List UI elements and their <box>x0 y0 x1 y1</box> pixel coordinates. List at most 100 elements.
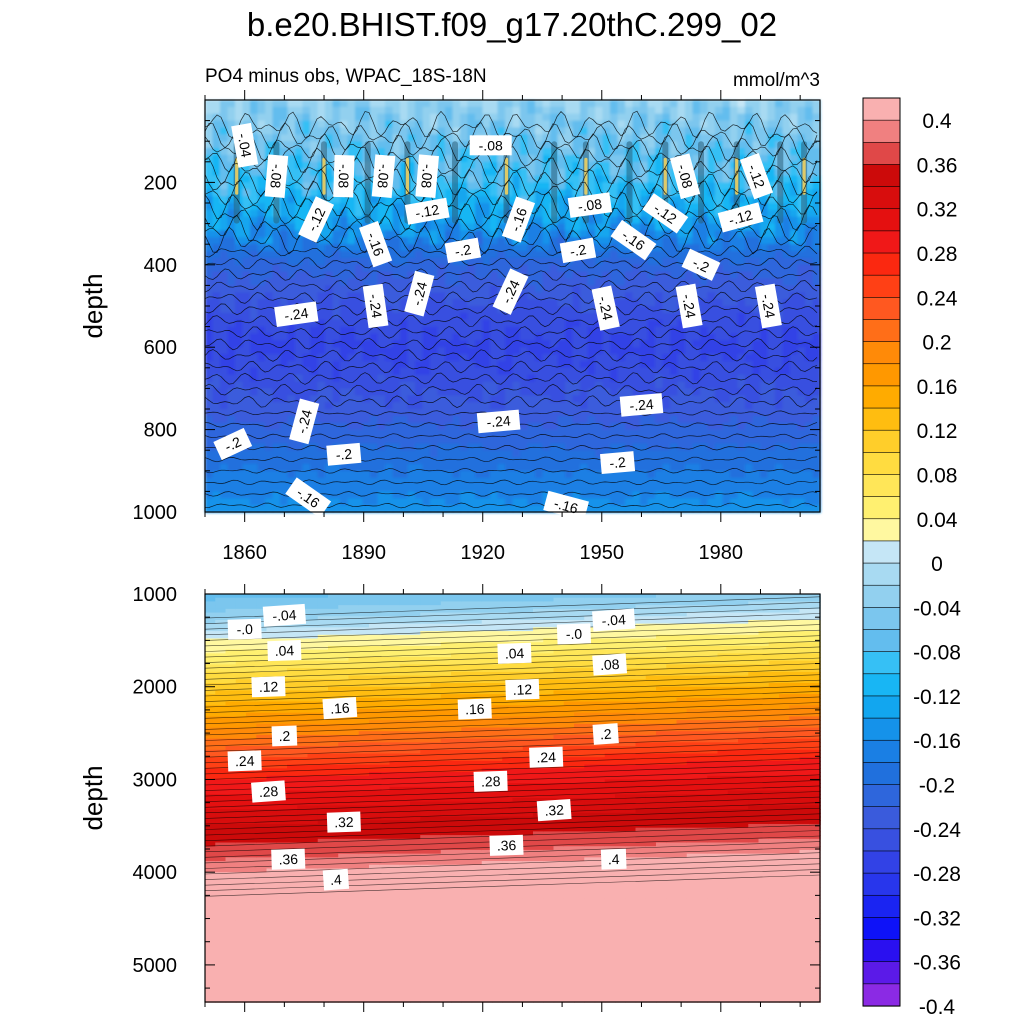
contour-label-text: -.24 <box>366 293 385 319</box>
contour-label: -.24 <box>476 409 521 434</box>
contour-label-text: -.2 <box>222 433 244 454</box>
colorbar-swatch <box>862 917 901 941</box>
contour-label-text: -.08 <box>267 163 285 189</box>
contour-label: -.16 <box>543 490 589 521</box>
contour-label: .36 <box>489 834 524 856</box>
colorbar-swatch <box>862 97 901 121</box>
contour-label-text: -.16 <box>552 495 580 517</box>
subtitle-left: PO4 minus obs, WPAC_18S-18N <box>205 66 487 87</box>
colorbar-label: 0.4 <box>922 110 952 133</box>
colorbar-swatch <box>862 894 901 919</box>
colorbar-label: -0.04 <box>913 597 961 620</box>
contour-label: -.08 <box>469 135 512 156</box>
contour-label: -.08 <box>264 154 289 198</box>
y-tick-label: 400 <box>144 255 177 277</box>
x-tick-label: 1890 <box>341 542 386 564</box>
contour-label: .4 <box>600 848 627 870</box>
contour-label-text: -.16 <box>507 205 530 233</box>
contour-label: -.24 <box>619 393 664 417</box>
contour-label: -.08 <box>333 154 355 198</box>
contour-label-text: .16 <box>330 699 351 716</box>
colorbar-swatch <box>862 872 901 896</box>
y-tick-label: 1000 <box>133 584 178 606</box>
upper-y-axis: 200 400 600 800 1000 <box>133 99 820 524</box>
colorbar-label: 0.32 <box>917 199 958 222</box>
upper-panel: -.04 -.08 -.08 -.08 -.08 -.08 -.08 -.08 -.12 -.12… <box>78 90 821 564</box>
contour-label: .08 <box>592 653 628 676</box>
y-tick-label: 3000 <box>133 769 178 791</box>
colorbar-label: 0.04 <box>917 509 958 532</box>
colorbar-swatch <box>862 496 901 520</box>
colorbar-swatch <box>862 562 901 586</box>
colorbar-swatch <box>862 695 901 719</box>
colorbar-swatch <box>862 961 901 985</box>
colorbar-label: 0.28 <box>917 243 958 266</box>
colorbar-swatch <box>862 739 901 763</box>
colorbar-label: -0.32 <box>913 907 961 930</box>
contour-label: .36 <box>271 848 306 870</box>
contour-label: -.04 <box>592 608 636 632</box>
subtitle-right: mmol/m^3 <box>733 70 820 91</box>
contour-label: -.16 <box>359 221 393 268</box>
y-tick-label: 600 <box>144 337 177 359</box>
contour-label-text: -.24 <box>629 396 655 414</box>
contour-label-text: -.08 <box>335 164 352 189</box>
colorbar-swatch <box>862 629 901 653</box>
contour-label: -.24 <box>404 270 435 317</box>
contour-label-text: -.0 <box>236 621 253 638</box>
colorbar-label: -0.4 <box>919 996 956 1019</box>
contour-label-text: -.08 <box>577 195 603 214</box>
contour-label-text: -.08 <box>479 137 503 153</box>
contour-label: -.24 <box>591 285 620 331</box>
contour-label-text: -.04 <box>272 606 297 624</box>
colorbar-swatch <box>862 518 901 542</box>
contour-label-text: -.24 <box>293 407 315 435</box>
contour-label-text: .2 <box>278 728 290 744</box>
colorbar-swatch <box>862 407 901 431</box>
contour-label: -.2 <box>326 442 362 466</box>
colorbar-swatch <box>862 717 901 741</box>
contour-label: -.2 <box>559 237 597 264</box>
colorbar-label: -0.36 <box>913 952 961 975</box>
contour-label: -.2 <box>599 451 636 475</box>
colorbar-label: -0.2 <box>919 775 955 798</box>
contour-label: -.24 <box>754 283 782 329</box>
contour-label: .12 <box>505 678 540 701</box>
contour-label: -.24 <box>362 283 389 329</box>
y-tick-label: 4000 <box>133 862 178 884</box>
contour-label-text: .36 <box>278 851 298 868</box>
contour-label-text: -.08 <box>418 163 436 189</box>
contour-label: .24 <box>227 750 262 772</box>
contour-label: -.2 <box>444 237 482 264</box>
contour-label: .2 <box>271 725 298 747</box>
colorbar-swatch <box>862 274 901 298</box>
contour-label-text: -.24 <box>486 412 512 430</box>
contour-label: .24 <box>529 746 564 768</box>
colorbar-swatch <box>862 186 901 210</box>
contour-label: -.24 <box>675 283 703 329</box>
colorbar-swatch <box>862 363 901 387</box>
colorbar-swatch <box>862 762 901 786</box>
y-tick-label: 5000 <box>133 955 178 977</box>
contour-label: .32 <box>536 798 572 822</box>
contour-label-text: .4 <box>330 871 343 888</box>
contour-label: -.12 <box>739 153 774 200</box>
contour-label-text: .12 <box>512 681 532 698</box>
colorbar-swatch <box>862 607 901 631</box>
contour-label-text: .36 <box>496 837 516 854</box>
chart-title: b.e20.BHIST.f09_g17.20thC.299_02 <box>247 6 777 43</box>
colorbar-swatch <box>862 983 901 1007</box>
contour-label-text: .32 <box>544 801 565 818</box>
contour-label-text: -.2 <box>609 454 627 471</box>
contour-label: -.16 <box>501 196 536 243</box>
contour-label-text: -.0 <box>566 626 583 643</box>
contour-label: -.12 <box>717 202 764 233</box>
contour-label-text: -.2 <box>690 254 712 275</box>
colorbar-swatch <box>862 784 901 808</box>
contour-label-text: -.08 <box>374 163 392 189</box>
colorbar-swatch <box>862 385 901 409</box>
contour-label: .16 <box>322 696 358 720</box>
colorbar-label: 0.2 <box>922 332 951 355</box>
contour-label: .28 <box>473 770 508 792</box>
colorbar-swatch <box>862 319 901 343</box>
